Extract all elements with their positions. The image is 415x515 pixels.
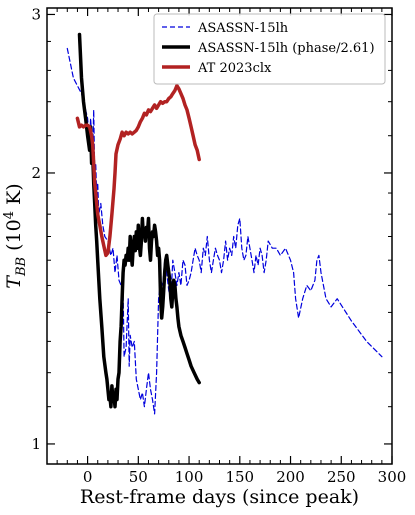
x-axis-label: Rest-frame days (since peak) (80, 486, 359, 508)
x-tick-label: 200 (276, 468, 305, 486)
y-tick-label: 3 (31, 5, 41, 23)
series-line-2 (77, 32, 201, 409)
x-tick-label: 250 (327, 468, 356, 486)
legend-label: ASASSN-15lh (197, 21, 289, 36)
y-tick-label: 1 (31, 435, 41, 453)
x-tick-label: 100 (175, 468, 204, 486)
legend-label: ASASSN-15lh (phase/2.61) (197, 41, 375, 56)
y-tick-label: 2 (31, 164, 41, 182)
ticks-layer: 0 50 100 150 200 250 300 1 2 3 (31, 5, 406, 486)
legend-box (153, 13, 386, 85)
series-line-1 (66, 47, 383, 415)
legend-label: AT 2023clx (197, 61, 272, 76)
x-tick-label: 300 (378, 468, 407, 486)
y-axis-label: TBB (104 K) (2, 183, 29, 288)
x-tick-label: 150 (225, 468, 254, 486)
x-tick-label: 50 (129, 468, 148, 486)
x-tick-label: 0 (83, 468, 93, 486)
legend: ASASSN-15lh ASASSN-15lh (phase/2.61) AT 20… (153, 13, 386, 85)
series-line-3 (75, 83, 201, 258)
series-layer (66, 32, 383, 415)
